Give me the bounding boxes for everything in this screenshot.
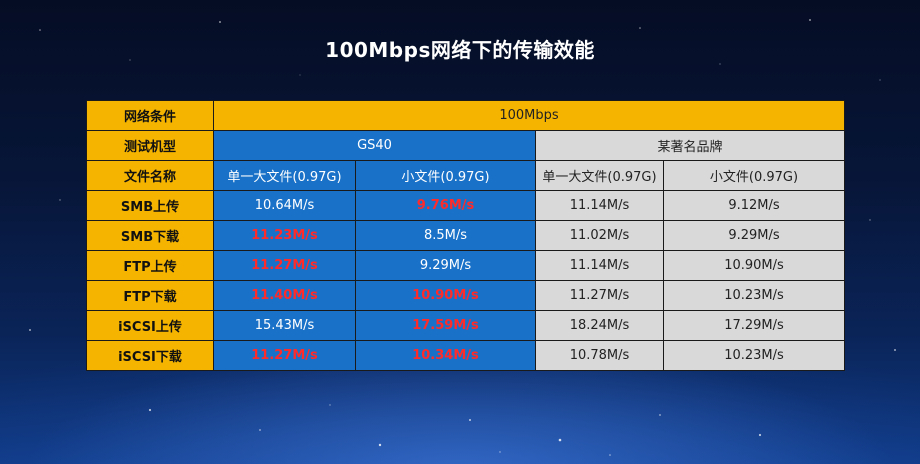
file-name-label: 文件名称 xyxy=(86,160,214,191)
table-cell: 18.24M/s xyxy=(535,310,664,341)
network-condition-label: 网络条件 xyxy=(86,100,214,131)
table-cell: 10.90M/s xyxy=(355,280,536,311)
table-row: iSCSI上传 15.43M/s 17.59M/s 18.24M/s 17.29… xyxy=(86,310,845,341)
table-cell: 9.76M/s xyxy=(355,190,536,221)
row-label: iSCSI下载 xyxy=(86,340,214,371)
table-cell: 10.78M/s xyxy=(535,340,664,371)
table-row: FTP下载 11.40M/s 10.90M/s 11.27M/s 10.23M/… xyxy=(86,280,845,311)
table-cell: 9.29M/s xyxy=(355,250,536,281)
table-row: SMB下载 11.23M/s 8.5M/s 11.02M/s 9.29M/s xyxy=(86,220,845,251)
file-column-header: 小文件(0.97G) xyxy=(663,160,845,191)
table-row-network: 网络条件 100Mbps xyxy=(86,100,845,131)
table-cell: 11.40M/s xyxy=(213,280,356,311)
row-label: SMB下载 xyxy=(86,220,214,251)
table-cell: 11.27M/s xyxy=(213,250,356,281)
table-cell: 9.29M/s xyxy=(663,220,845,251)
file-column-header: 单一大文件(0.97G) xyxy=(213,160,356,191)
table-cell: 17.29M/s xyxy=(663,310,845,341)
transfer-performance-table: 网络条件 100Mbps 测试机型 GS40 某著名品牌 文件名称 单一大文件(… xyxy=(86,100,845,371)
table-cell: 11.02M/s xyxy=(535,220,664,251)
table-row: FTP上传 11.27M/s 9.29M/s 11.14M/s 10.90M/s xyxy=(86,250,845,281)
file-column-header: 小文件(0.97G) xyxy=(355,160,536,191)
table-cell: 8.5M/s xyxy=(355,220,536,251)
table-cell: 9.12M/s xyxy=(663,190,845,221)
table-row-file-names: 文件名称 单一大文件(0.97G) 小文件(0.97G) 单一大文件(0.97G… xyxy=(86,160,845,191)
table-cell: 11.14M/s xyxy=(535,190,664,221)
table-cell: 17.59M/s xyxy=(355,310,536,341)
row-label: SMB上传 xyxy=(86,190,214,221)
table-cell: 11.27M/s xyxy=(213,340,356,371)
table-cell: 11.27M/s xyxy=(535,280,664,311)
file-column-header: 单一大文件(0.97G) xyxy=(535,160,664,191)
network-condition-value: 100Mbps xyxy=(213,100,845,131)
table-cell: 10.64M/s xyxy=(213,190,356,221)
table-cell: 15.43M/s xyxy=(213,310,356,341)
table-cell: 10.23M/s xyxy=(663,280,845,311)
table-cell: 10.90M/s xyxy=(663,250,845,281)
model-gs40-header: GS40 xyxy=(213,130,536,161)
table-row: iSCSI下载 11.27M/s 10.34M/s 10.78M/s 10.23… xyxy=(86,340,845,371)
page-title: 100Mbps网络下的传输效能 xyxy=(325,38,595,62)
row-label: FTP下载 xyxy=(86,280,214,311)
test-model-label: 测试机型 xyxy=(86,130,214,161)
table-cell: 11.14M/s xyxy=(535,250,664,281)
table-cell: 11.23M/s xyxy=(213,220,356,251)
table-cell: 10.23M/s xyxy=(663,340,845,371)
model-brand-header: 某著名品牌 xyxy=(535,130,845,161)
table-row-model: 测试机型 GS40 某著名品牌 xyxy=(86,130,845,161)
table-row: SMB上传 10.64M/s 9.76M/s 11.14M/s 9.12M/s xyxy=(86,190,845,221)
row-label: FTP上传 xyxy=(86,250,214,281)
row-label: iSCSI上传 xyxy=(86,310,214,341)
table-cell: 10.34M/s xyxy=(355,340,536,371)
